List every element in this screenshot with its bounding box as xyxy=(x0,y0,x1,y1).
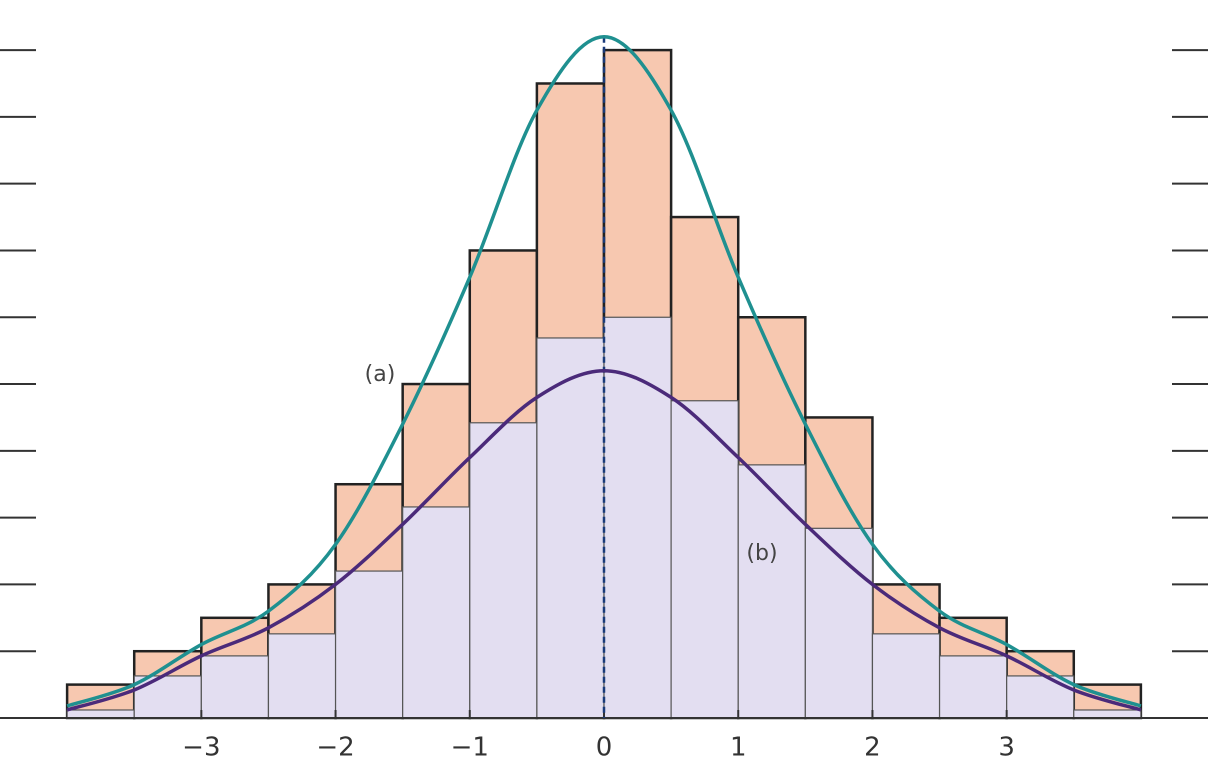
bar xyxy=(603,316,672,719)
x-tick-label: −3 xyxy=(182,733,220,763)
curve xyxy=(66,34,1142,708)
bar xyxy=(469,422,538,719)
series-label: (b) xyxy=(746,541,777,566)
bar xyxy=(670,400,739,719)
x-tick-label: −1 xyxy=(451,733,489,763)
bar xyxy=(1006,675,1075,719)
x-tick-label: −2 xyxy=(316,733,354,763)
bar xyxy=(938,655,1008,719)
bar xyxy=(871,633,941,719)
x-tick-label: 3 xyxy=(998,733,1015,763)
bar xyxy=(536,337,605,719)
curve xyxy=(66,368,1142,712)
x-tick-label: 0 xyxy=(596,733,613,763)
bar xyxy=(737,464,806,719)
bar xyxy=(200,655,270,719)
series-label: (a) xyxy=(365,362,396,387)
bar xyxy=(804,527,874,719)
bar xyxy=(1073,709,1142,719)
bar xyxy=(402,506,471,719)
x-tick-label: 1 xyxy=(730,733,747,763)
bar xyxy=(267,633,337,719)
x-tick-label: 2 xyxy=(864,733,881,763)
bar xyxy=(66,709,135,719)
bar xyxy=(334,570,404,719)
bar xyxy=(133,675,202,719)
